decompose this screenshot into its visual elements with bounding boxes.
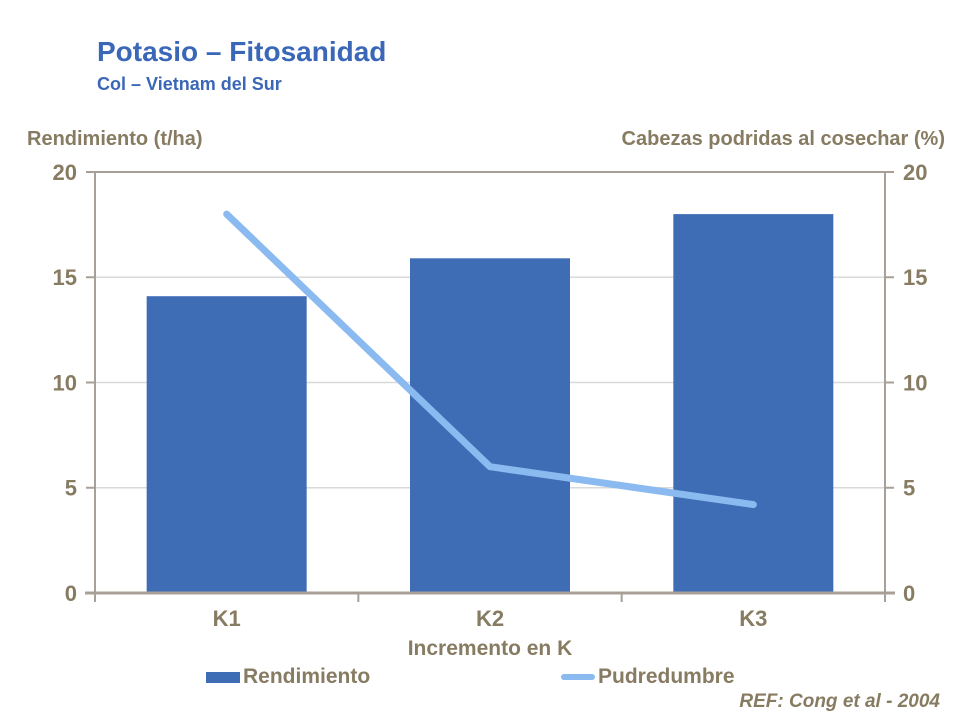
legend-item-rendimiento: Rendimiento	[206, 663, 370, 691]
x-category-label-K1: K1	[213, 606, 241, 631]
legend-item-pudredumbre: Pudredumbre	[561, 663, 735, 691]
y-tick-label-left-0: 0	[65, 581, 77, 606]
chart-title: Potasio – Fitosanidad	[97, 36, 387, 67]
legend-label: Rendimiento	[243, 665, 371, 688]
trend-line-pudredumbre	[223, 210, 757, 509]
y-tick-label-left-1: 5	[65, 476, 77, 501]
y-tick-label-right-1: 5	[903, 476, 915, 501]
y-tick-label-left-3: 15	[53, 265, 77, 290]
bar-K2	[410, 258, 570, 593]
x-category-label-K2: K2	[476, 606, 504, 631]
right-axis-label: Cabezas podridas al cosechar (%)	[621, 128, 945, 150]
y-tick-label-right-0: 0	[903, 581, 915, 606]
legend-label: Pudredumbre	[598, 665, 735, 688]
left-axis-label: Rendimiento (t/ha)	[27, 128, 203, 150]
legend-bar-swatch-icon	[206, 671, 240, 683]
chart-subtitle: Col – Vietnam del Sur	[97, 74, 282, 94]
y-tick-label-right-3: 15	[903, 265, 927, 290]
y-tick-label-left-4: 20	[53, 160, 77, 185]
bar-K1	[146, 296, 307, 593]
x-axis-title: Incremento en K	[407, 637, 573, 660]
y-tick-label-left-2: 10	[53, 370, 77, 395]
bar-K3	[673, 214, 834, 593]
x-category-label-K3: K3	[739, 606, 767, 631]
y-tick-label-right-4: 20	[903, 160, 927, 185]
legend-line-swatch-icon	[561, 674, 595, 680]
y-tick-label-right-2: 10	[903, 370, 927, 395]
ref-note: REF: Cong et al - 2004	[739, 691, 940, 712]
